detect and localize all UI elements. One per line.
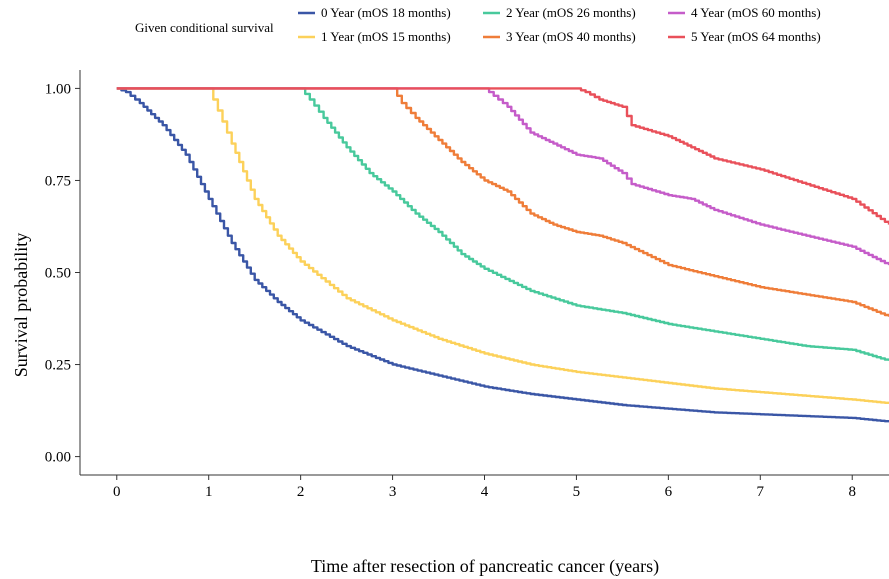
series-lines: [116, 87, 889, 423]
x-tick-label: 3: [389, 484, 397, 500]
x-tick-label: 6: [665, 484, 673, 500]
legend-label-4: 4 Year (mOS 60 months): [691, 5, 821, 20]
series-line-2: [116, 87, 889, 361]
series-line-1: [116, 87, 889, 404]
ticks: 0 1 2 3 4 5 6 7 8 0.00 0.25 0.50 0.75 1.00: [45, 81, 856, 500]
legend-label-0: 0 Year (mOS 18 months): [321, 5, 451, 20]
x-tick-label: 1: [205, 484, 213, 500]
y-tick-label: 0.50: [45, 266, 71, 282]
x-axis-title: Time after resection of pancreatic cance…: [311, 556, 659, 577]
legend: Given conditional survival: [135, 20, 274, 35]
y-tick-label: 0.25: [45, 358, 71, 374]
y-tick-label: 0.00: [45, 450, 71, 466]
legend-items: 0 Year (mOS 18 months) 1 Year (mOS 15 mon…: [298, 5, 821, 44]
y-axis-title: Survival probability: [11, 233, 31, 377]
legend-label-1: 1 Year (mOS 15 months): [321, 29, 451, 44]
legend-label-2: 2 Year (mOS 26 months): [506, 5, 636, 20]
legend-label-5: 5 Year (mOS 64 months): [691, 29, 821, 44]
x-tick-label: 2: [297, 484, 305, 500]
y-tick-label: 0.75: [45, 173, 71, 189]
x-tick-label: 4: [481, 484, 489, 500]
series-line-0: [116, 87, 889, 423]
x-tick-label: 7: [757, 484, 765, 500]
legend-label-3: 3 Year (mOS 40 months): [506, 29, 636, 44]
series-line-3: [116, 87, 889, 317]
legend-title: Given conditional survival: [135, 20, 274, 35]
y-tick-label: 1.00: [45, 81, 71, 97]
x-tick-label: 8: [848, 484, 856, 500]
x-tick-label: 0: [113, 484, 121, 500]
series-line-5: [116, 87, 889, 225]
x-tick-label: 5: [573, 484, 581, 500]
